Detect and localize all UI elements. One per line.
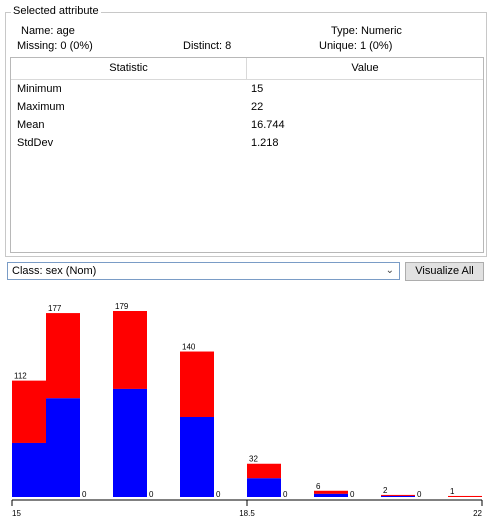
statistic-cell: Maximum (17, 101, 65, 113)
bar-segment-blue (180, 416, 214, 497)
bar-segment-red (46, 313, 80, 399)
bar-total-label: 112 (14, 372, 27, 381)
bar-segment-red (12, 380, 46, 443)
selected-attribute-legend: Selected attribute (11, 5, 101, 17)
histogram-chart: 112 177 0 179 0 140 0 32 0 6 0 2 0 1 15 18.5 22 (11, 302, 483, 518)
table-row[interactable]: Mean 16.744 (11, 116, 483, 134)
bar-total-label: 32 (249, 455, 258, 464)
bar-segment-red (113, 311, 147, 389)
bar-segment-blue (247, 478, 281, 497)
x-tick-label: 15 (12, 509, 21, 518)
value-cell: 15 (251, 83, 264, 95)
statistic-cell: StdDev (17, 137, 54, 149)
bar-total-label: 2 (383, 486, 388, 495)
statistic-cell: Mean (17, 119, 45, 131)
bar-segment-red (247, 463, 281, 479)
bar-segment-red (314, 490, 348, 494)
visualize-all-button[interactable]: Visualize All (405, 262, 484, 281)
bar-zero-label: 0 (149, 490, 154, 499)
statistics-table[interactable]: Statistic Value Minimum 15 Maximum 22 Me… (10, 57, 484, 253)
table-row[interactable]: Maximum 22 (11, 98, 483, 116)
table-header: Statistic Value (11, 58, 483, 80)
bar-segment-blue (314, 493, 348, 497)
attribute-type: Type: Numeric (331, 25, 402, 37)
bar-segment-red (448, 495, 482, 497)
attribute-unique: Unique: 1 (0%) (319, 40, 393, 52)
bar-zero-label: 0 (216, 490, 221, 499)
bar-total-label: 1 (450, 487, 455, 496)
column-header-statistic[interactable]: Statistic (11, 58, 247, 79)
bar-zero-label: 0 (350, 490, 355, 499)
value-cell: 16.744 (251, 119, 285, 131)
bar-zero-label: 0 (82, 490, 87, 499)
column-header-value[interactable]: Value (351, 62, 379, 74)
class-select[interactable]: Class: sex (Nom) ⌄ (7, 262, 400, 280)
attribute-distinct: Distinct: 8 (183, 40, 232, 52)
bar-segment-blue (46, 398, 80, 497)
bar-segment-blue (12, 442, 46, 497)
bar-segment-blue (381, 495, 415, 497)
x-tick-label: 18.5 (239, 509, 255, 518)
bar-total-label: 6 (316, 482, 321, 491)
table-row[interactable]: Minimum 15 (11, 80, 483, 98)
chevron-down-icon[interactable]: ⌄ (385, 265, 394, 276)
bar-segment-red (381, 494, 415, 496)
attribute-missing: Missing: 0 (0%) (17, 40, 93, 52)
statistic-cell: Minimum (17, 83, 62, 95)
value-cell: 22 (251, 101, 264, 113)
attribute-name: Name: age (21, 25, 75, 37)
x-tick-label: 22 (473, 509, 482, 518)
bar-total-label: 177 (48, 304, 62, 313)
table-row[interactable]: StdDev 1.218 (11, 134, 483, 152)
class-select-value: Class: sex (Nom) (12, 265, 97, 277)
bar-zero-label: 0 (417, 490, 422, 499)
bar-total-label: 179 (115, 302, 129, 311)
value-cell: 1.218 (251, 137, 279, 149)
bar-segment-blue (113, 388, 147, 497)
bar-segment-red (180, 351, 214, 417)
bar-zero-label: 0 (283, 490, 288, 499)
selected-attribute-panel (5, 12, 487, 257)
bar-total-label: 140 (182, 343, 196, 352)
